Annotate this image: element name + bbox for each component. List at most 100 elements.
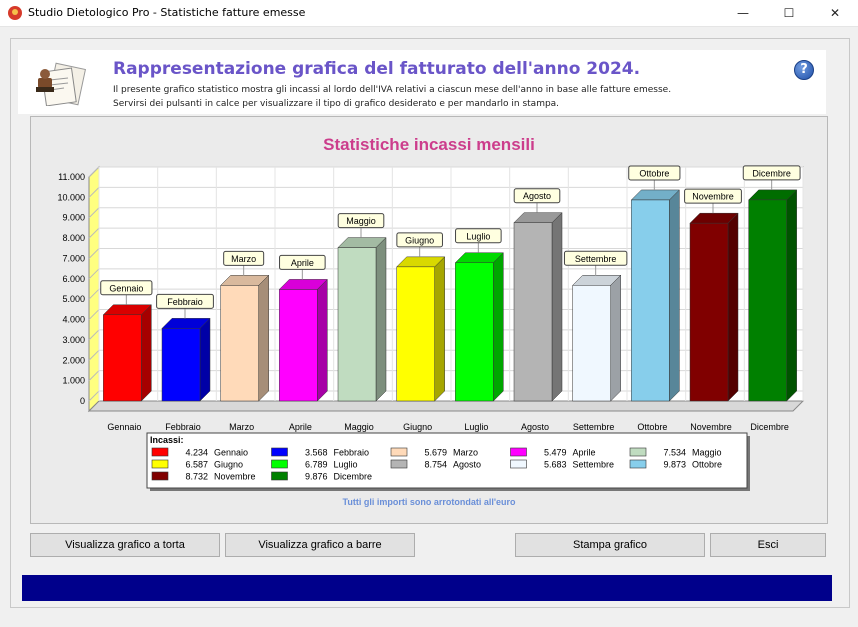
bar bbox=[279, 289, 318, 402]
legend-value: 5.679 bbox=[424, 448, 447, 458]
rounding-note: Tutti gli importi sono arrotondati all'e… bbox=[343, 497, 516, 507]
legend-value: 3.568 bbox=[305, 448, 328, 458]
bar bbox=[337, 247, 377, 402]
x-tick-label: Settembre bbox=[573, 422, 615, 432]
x-tick-label: Ottobre bbox=[637, 422, 667, 432]
bar bbox=[689, 222, 729, 402]
legend-value: 8.754 bbox=[424, 460, 447, 470]
legend-box bbox=[146, 432, 748, 489]
bar-side bbox=[669, 189, 680, 402]
legend-swatch bbox=[271, 471, 288, 481]
grid-line-side bbox=[88, 187, 100, 198]
data-label: Agosto bbox=[523, 191, 551, 201]
grid-line-side bbox=[88, 329, 100, 341]
chart-panel: Statistiche incassi mensili 0 1.000 2.000 3… bbox=[30, 116, 828, 524]
y-tick-label: 10.000 bbox=[57, 192, 85, 202]
bar-side bbox=[199, 317, 211, 402]
legend-label: Ottobre bbox=[692, 460, 722, 470]
y-tick-label: 7.000 bbox=[62, 253, 85, 263]
chart-title: Statistiche incassi mensili bbox=[323, 135, 535, 154]
minimize-button[interactable]: — bbox=[737, 6, 749, 20]
legend-label: Aprile bbox=[573, 448, 596, 458]
data-label: Giugno bbox=[405, 235, 434, 245]
x-tick-label: Febbraio bbox=[165, 422, 201, 432]
legend-swatch bbox=[510, 447, 527, 457]
data-label-box bbox=[628, 165, 681, 181]
grid-line-side bbox=[88, 227, 100, 239]
x-tick-label: Novembre bbox=[690, 422, 732, 432]
grid-line-side bbox=[88, 349, 100, 361]
x-tick-label: Marzo bbox=[229, 422, 254, 432]
legend-swatch bbox=[629, 459, 647, 469]
bar-side bbox=[610, 274, 621, 402]
bar bbox=[220, 285, 259, 402]
legend-swatch bbox=[629, 447, 647, 457]
legend-label: Maggio bbox=[692, 448, 722, 458]
y-tick-label: 4.000 bbox=[62, 315, 85, 325]
legend-value: 9.876 bbox=[305, 472, 328, 482]
grid-line-side bbox=[88, 370, 100, 381]
legend-value: 8.732 bbox=[185, 472, 208, 482]
bar bbox=[513, 222, 553, 402]
legend-swatch bbox=[271, 459, 288, 469]
legend-swatch bbox=[390, 459, 408, 469]
help-icon[interactable]: ? bbox=[794, 60, 814, 80]
description-line-2: Servirsi dei pulsanti in calce per visua… bbox=[113, 99, 560, 109]
bar-side bbox=[434, 256, 445, 402]
x-tick-label: Aprile bbox=[289, 422, 312, 432]
legend-swatch bbox=[510, 459, 527, 469]
legend-value: 9.873 bbox=[663, 460, 686, 470]
page-title: Rappresentazione grafica del fatturato d… bbox=[113, 59, 641, 79]
bar-side bbox=[786, 189, 797, 402]
close-button[interactable]: ✕ bbox=[829, 6, 841, 20]
legend-label: Novembre bbox=[214, 472, 256, 482]
legend-label: Settembre bbox=[573, 460, 615, 470]
bar bbox=[631, 199, 670, 402]
x-tick-label: Maggio bbox=[344, 422, 374, 432]
bar-chart-button[interactable]: Visualizza grafico a barre bbox=[225, 533, 415, 557]
chart-floor bbox=[87, 400, 805, 412]
legend-value: 4.234 bbox=[185, 448, 208, 458]
grid-line-side bbox=[88, 248, 100, 259]
maximize-button[interactable]: ☐ bbox=[783, 6, 795, 20]
data-label: Aprile bbox=[291, 258, 314, 268]
bar bbox=[455, 262, 494, 402]
legend-label: Marzo bbox=[453, 448, 478, 458]
x-tick-label: Dicembre bbox=[750, 422, 789, 432]
legend-label: Gennaio bbox=[214, 448, 248, 458]
data-label: Febbraio bbox=[167, 297, 203, 307]
app-icon bbox=[8, 6, 22, 20]
data-label: Maggio bbox=[346, 216, 376, 226]
status-bar bbox=[22, 575, 832, 601]
y-tick-label: 3.000 bbox=[62, 335, 85, 345]
y-tick-label: 1.000 bbox=[62, 376, 85, 386]
legend-value: 5.479 bbox=[544, 448, 567, 458]
data-label: Gennaio bbox=[109, 283, 143, 293]
y-tick-label: 11.000 bbox=[58, 172, 85, 182]
bar bbox=[161, 328, 201, 402]
data-label: Dicembre bbox=[752, 168, 791, 178]
description-line-1: Il presente grafico statistico mostra gl… bbox=[113, 85, 672, 95]
bar-side bbox=[375, 236, 387, 402]
x-tick-label: Agosto bbox=[521, 422, 549, 432]
pie-chart-button[interactable]: Visualizza grafico a torta bbox=[30, 533, 220, 557]
grid-line-side bbox=[88, 268, 100, 280]
legend-swatch bbox=[151, 447, 169, 457]
bar-side bbox=[258, 274, 269, 402]
print-chart-button[interactable]: Stampa grafico bbox=[515, 533, 705, 557]
y-tick-label: 5.000 bbox=[62, 294, 85, 304]
data-label: Novembre bbox=[692, 192, 734, 202]
data-label-box bbox=[396, 232, 443, 248]
legend-swatch bbox=[151, 459, 169, 469]
data-label: Marzo bbox=[231, 254, 256, 264]
bar bbox=[396, 266, 435, 402]
y-tick-label: 6.000 bbox=[62, 274, 85, 284]
exit-button[interactable]: Esci bbox=[710, 533, 826, 557]
legend-label: Febbraio bbox=[334, 448, 370, 458]
grid-line-side bbox=[88, 309, 100, 320]
legend-label: Giugno bbox=[214, 460, 243, 470]
grid-line-side bbox=[88, 166, 100, 178]
data-label-box bbox=[100, 280, 153, 296]
legend-swatch bbox=[151, 471, 169, 481]
legend-value: 7.534 bbox=[663, 448, 686, 458]
